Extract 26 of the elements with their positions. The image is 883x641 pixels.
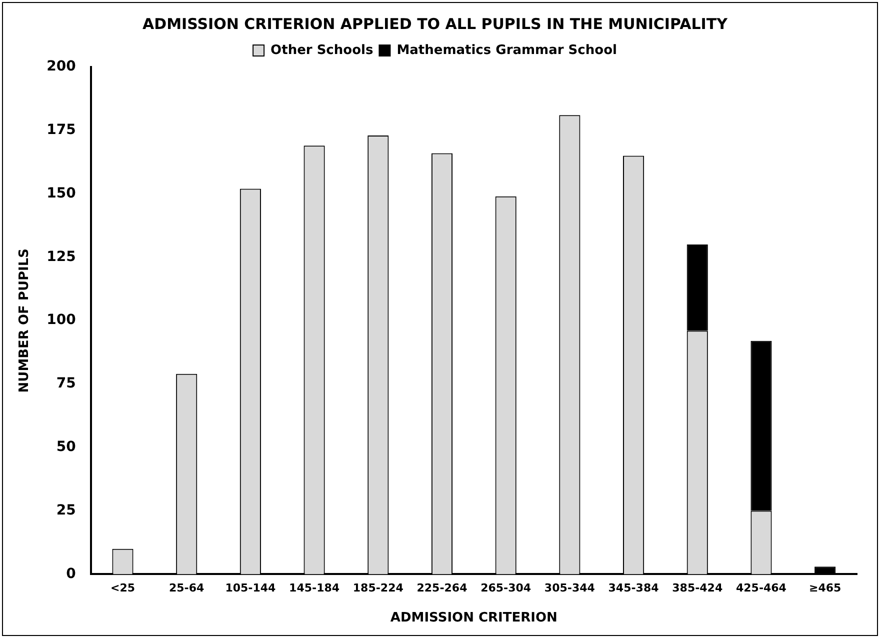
- x-tick-label: 145-184: [289, 582, 340, 595]
- y-tick-label: 50: [56, 439, 76, 456]
- x-tick-label: 305-344: [544, 582, 596, 595]
- y-tick-label: 0: [66, 566, 76, 582]
- y-tick-label: 175: [46, 122, 76, 138]
- x-tick-label: 345-384: [608, 582, 660, 595]
- x-tick-label: ≥465: [808, 582, 842, 595]
- y-axis-title: NUMBER OF PUPILS: [17, 248, 32, 393]
- x-axis-title: ADMISSION CRITERION: [390, 610, 558, 626]
- x-tick-label: 225-264: [416, 582, 468, 595]
- x-tick-label: 425-464: [736, 582, 787, 595]
- y-tick-label: 125: [46, 248, 76, 265]
- y-tick-label: 25: [56, 502, 76, 518]
- x-tick-label: <25: [110, 582, 136, 595]
- y-tick-label: 200: [46, 58, 76, 75]
- x-tick-label: 105-144: [225, 582, 276, 595]
- x-tick-label: 25-64: [169, 582, 205, 595]
- y-tick-label: 75: [56, 376, 76, 392]
- y-tick-label: 150: [46, 185, 76, 202]
- x-tick-label: 185-224: [352, 582, 404, 595]
- legend-label: Other Schools: [270, 42, 374, 58]
- y-tick-label: 100: [46, 312, 76, 328]
- chart-title: ADMISSION CRITERION APPLIED TO ALL PUPILS IN THE MUNICIPALITY: [142, 14, 729, 33]
- x-tick-label: 385-424: [672, 582, 723, 595]
- x-tick-label: 265-304: [480, 582, 532, 595]
- legend-label: Mathematics Grammar School: [396, 42, 617, 58]
